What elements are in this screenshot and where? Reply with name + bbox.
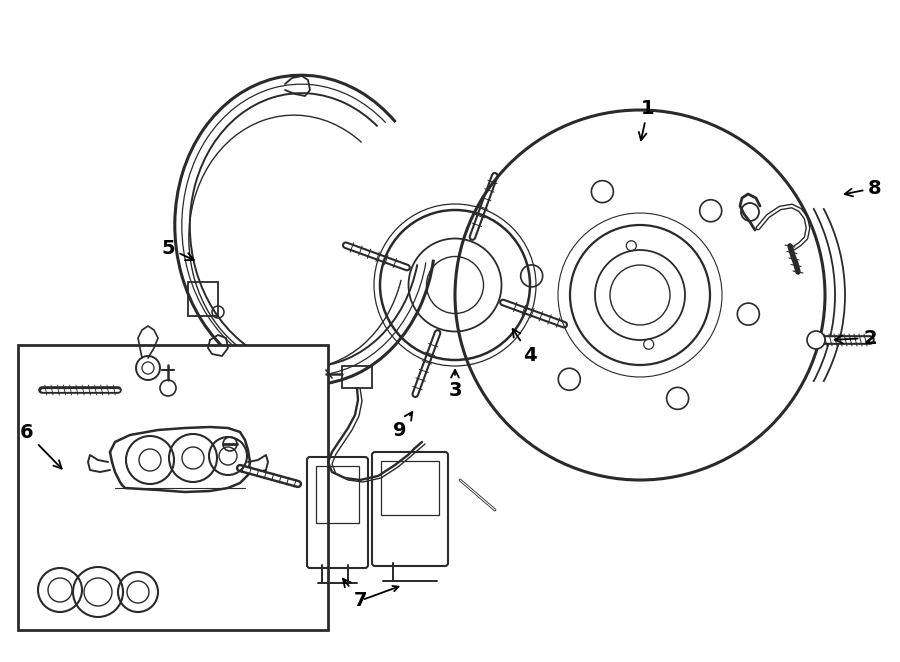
Bar: [381, 461, 439, 515]
Text: 4: 4: [513, 329, 536, 365]
Text: 7: 7: [343, 579, 367, 610]
Text: 5: 5: [161, 238, 194, 260]
Text: 3: 3: [448, 370, 462, 399]
Text: 2: 2: [835, 328, 877, 348]
Circle shape: [807, 331, 825, 349]
Text: 9: 9: [393, 412, 412, 440]
Text: 8: 8: [845, 179, 882, 197]
Bar: [18, 345, 328, 630]
Bar: [188, 282, 218, 316]
Bar: [316, 466, 359, 523]
Text: 1: 1: [639, 99, 655, 140]
Bar: [342, 366, 372, 388]
Bar: [18, 345, 328, 630]
Text: 6: 6: [20, 424, 62, 469]
